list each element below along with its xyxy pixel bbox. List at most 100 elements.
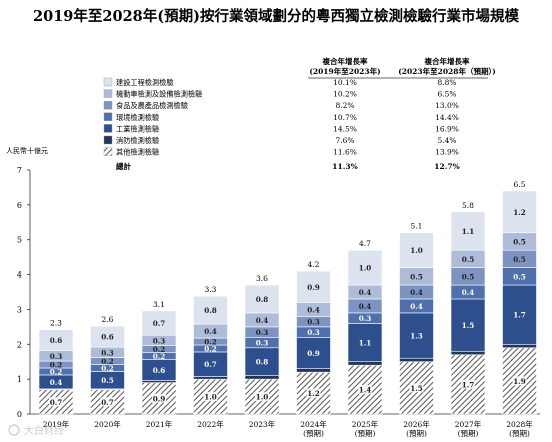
data-label-backdrop [306,388,321,398]
data-label: 0.4 [256,316,269,325]
cagr-header-text: 複合年增長率 [322,56,368,66]
y-tick-label: 2 [17,340,22,349]
bar-segment [502,190,537,234]
legend-swatch [103,124,113,133]
legend-label: 其他檢測檢驗 [116,148,159,157]
total-cagr-2019-2023: 11.3% [332,162,357,171]
data-label: 0.7 [153,319,166,328]
legend-label: 消防檢測檢驗 [116,136,159,145]
data-label: 0.8 [256,358,269,367]
data-label: 0.3 [307,318,320,327]
bar-segment [399,232,434,268]
y-tick-label: 6 [17,201,22,210]
data-label: 0.4 [410,288,423,297]
total-row-label: 總計 [116,161,131,171]
watermark: 大白财经 [8,424,64,437]
data-label: 0.7 [204,360,217,369]
data-label: 1.0 [359,264,372,273]
y-tick-label: 0 [17,410,22,419]
data-label: 0.9 [153,394,166,403]
total-cagr-2023-2028: 12.7% [434,162,459,171]
bar-segment [90,325,125,348]
data-label: 1.0 [204,393,217,402]
bar-total-label: 5.8 [462,201,474,210]
data-label: 1.9 [513,377,526,386]
data-label: 1.4 [359,386,372,395]
x-tick-label: 2028年 [506,419,533,429]
legend-label: 建設工程檢測檢驗 [116,78,174,87]
cagr-value-2019-2023: 8.2% [335,101,354,110]
bar-total-label: 2.3 [50,319,62,328]
data-label: 0.5 [101,376,114,385]
data-label-backdrop [100,397,115,407]
legend: 建設工程檢測檢驗 10.1% 8.8% 機動車檢測及設備檢測檢驗 10.2% 6.5% 食品… [103,77,459,157]
bar-segment [141,310,177,336]
x-tick-label: 2027年 [455,419,482,429]
bar-segment [450,211,486,251]
x-tick-label: (預期) [355,429,376,438]
bar-segment [347,249,383,286]
bars: 0.70.00.40.20.20.30.62.30.70.00.50.20.20… [38,180,537,415]
bar-segment [38,329,74,351]
data-label: 0.4 [359,288,372,297]
legend-swatch [103,112,113,122]
watermark-text: 大白财经 [24,424,64,437]
x-tick-label: (預期) [406,429,427,438]
cagr-value-2019-2023: 10.7% [333,113,357,122]
watermark-logo-icon [8,424,20,436]
legend-label: 工業檢測檢驗 [116,124,159,133]
data-label: 0.5 [462,272,475,281]
y-tick-label: 3 [17,305,22,314]
y-tick-label: 1 [17,375,22,384]
x-tick-label: 2022年 [197,419,224,429]
data-label-backdrop [152,393,166,403]
cagr-value-2019-2023: 11.6% [333,148,357,157]
bar-total-label: 4.2 [308,260,320,269]
data-label: 0.3 [359,314,372,323]
bar-segment [399,312,434,359]
legend-label: 機動車檢測及設備檢測檢驗 [116,90,202,99]
data-label-backdrop [49,397,63,407]
data-label: 1.7 [513,311,526,320]
data-label: 0.5 [410,272,423,281]
x-tick-label: 2025年 [352,419,379,429]
legend-swatch [103,77,113,87]
data-label: 0.8 [204,306,217,315]
cagr-header-text: (2023年至2028年（預期）) [398,66,496,76]
bar-total-label: 5.1 [411,222,423,231]
data-label: 0.2 [204,337,217,346]
cagr-header-text: (2019年至2023年) [309,66,380,76]
data-label: 0.7 [101,398,114,407]
cagr-value-2019-2023: 14.5% [333,124,357,133]
data-label: 1.7 [462,380,475,389]
cagr-value-2023-2028: 5.4% [437,136,456,145]
data-label: 0.4 [204,327,217,336]
x-tick-label: 2019年 [43,419,70,429]
bar-total-label: 4.7 [359,239,371,248]
data-label: 1.0 [256,393,269,402]
data-label-backdrop [512,376,527,386]
data-label: 1.2 [307,389,320,398]
bar-segment [193,295,228,325]
data-label: 0.3 [256,339,269,348]
cagr-value-2019-2023: 10.1% [333,78,357,87]
legend-swatch [103,135,113,145]
cagr-value-2019-2023: 7.6% [335,136,354,145]
data-label: 0.3 [101,348,114,357]
bar-segment [244,284,280,314]
legend-swatch [103,89,113,98]
legend-swatch [103,100,113,110]
total-row: 總計 11.3% 12.7% [116,161,460,171]
x-tick-label: (預期) [509,429,530,438]
x-tick-labels: 2019年 2020年 2021年 2022年 2023年 2024年(預期)2025年(… [43,419,534,438]
y-tick-label: 4 [17,271,22,280]
cagr-value-2023-2028: 6.5% [437,90,456,99]
bar-total-label: 6.5 [514,180,526,189]
cagr-headers: 複合年增長率(2019年至2023年)複合年增長率(2023年至2028年（預期… [309,56,495,76]
data-label-backdrop [461,379,475,389]
x-tick-label: (預期) [458,429,479,438]
x-tick-label: 2024年 [300,419,327,429]
cagr-value-2023-2028: 13.0% [435,101,459,110]
data-label: 0.4 [307,305,320,314]
